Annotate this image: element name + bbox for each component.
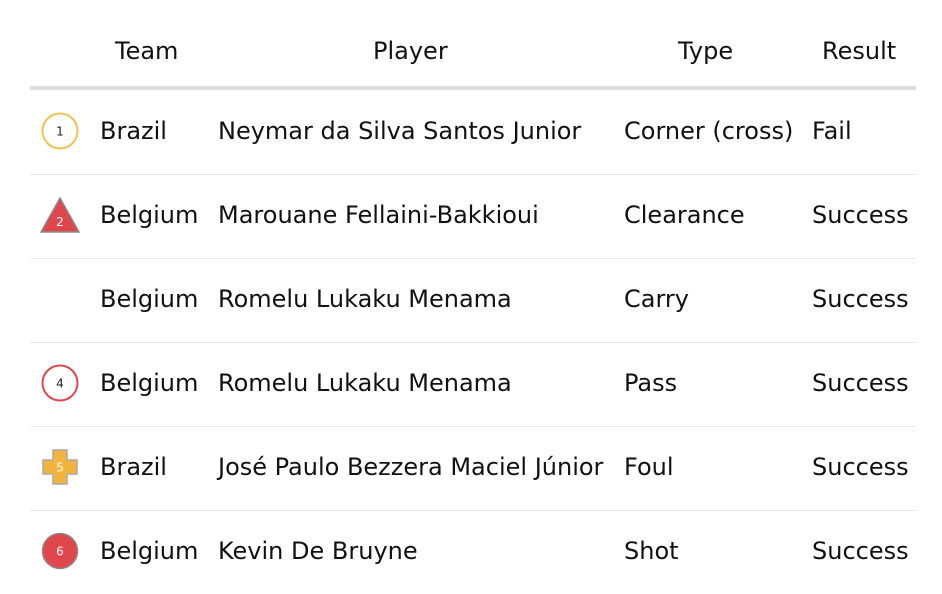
cell-team: Belgium xyxy=(100,369,199,397)
cell-type: Carry xyxy=(624,285,689,313)
event-number: 2 xyxy=(56,215,64,229)
cell-result: Success xyxy=(812,453,909,481)
event-1-circle-outline-icon: 1 xyxy=(40,111,80,151)
event-number: 1 xyxy=(56,125,64,139)
cell-result: Success xyxy=(812,537,909,565)
table-row[interactable]: 6 Belgium Kevin De Bruyne Shot Success xyxy=(30,510,916,594)
event-number: 4 xyxy=(56,377,64,391)
header-result[interactable]: Result xyxy=(822,37,897,65)
cell-result: Fail xyxy=(812,117,852,145)
event-4-circle-outline-icon: 4 xyxy=(40,363,80,403)
event-number: 5 xyxy=(56,461,64,475)
table-header: Team Player Type Result xyxy=(30,0,916,90)
header-type[interactable]: Type xyxy=(678,37,734,65)
cell-team: Brazil xyxy=(100,117,167,145)
event-6-circle-filled-icon: 6 xyxy=(40,531,80,571)
table-row[interactable]: 2 Belgium Marouane Fellaini-Bakkioui Cle… xyxy=(30,174,916,259)
cell-result: Success xyxy=(812,201,909,229)
cell-type: Shot xyxy=(624,537,679,565)
cell-player: Kevin De Bruyne xyxy=(218,537,418,565)
header-player[interactable]: Player xyxy=(373,37,448,65)
cell-player: José Paulo Bezzera Maciel Júnior xyxy=(218,453,604,481)
cell-player: Marouane Fellaini-Bakkioui xyxy=(218,201,539,229)
cell-type: Corner (cross) xyxy=(624,117,794,145)
cell-result: Success xyxy=(812,285,909,313)
cell-type: Clearance xyxy=(624,201,745,229)
cell-team: Brazil xyxy=(100,453,167,481)
table-row[interactable]: 1 Brazil Neymar da Silva Santos Junior C… xyxy=(30,90,916,175)
header-team[interactable]: Team xyxy=(115,37,179,65)
table-row[interactable]: 5 Brazil José Paulo Bezzera Maciel Júnio… xyxy=(30,426,916,511)
event-5-cross-icon: 5 xyxy=(40,447,80,487)
table-row[interactable]: Belgium Romelu Lukaku Menama Carry Succe… xyxy=(30,258,916,343)
cell-player: Neymar da Silva Santos Junior xyxy=(218,117,582,145)
cell-type: Pass xyxy=(624,369,678,397)
cell-player: Romelu Lukaku Menama xyxy=(218,369,512,397)
cell-team: Belgium xyxy=(100,201,199,229)
cell-result: Success xyxy=(812,369,909,397)
cell-player: Romelu Lukaku Menama xyxy=(218,285,512,313)
table-row[interactable]: 4 Belgium Romelu Lukaku Menama Pass Succ… xyxy=(30,342,916,427)
cell-type: Foul xyxy=(624,453,674,481)
event-number: 6 xyxy=(56,545,64,559)
event-2-triangle-icon: 2 xyxy=(40,195,80,235)
cell-team: Belgium xyxy=(100,285,199,313)
cell-team: Belgium xyxy=(100,537,199,565)
